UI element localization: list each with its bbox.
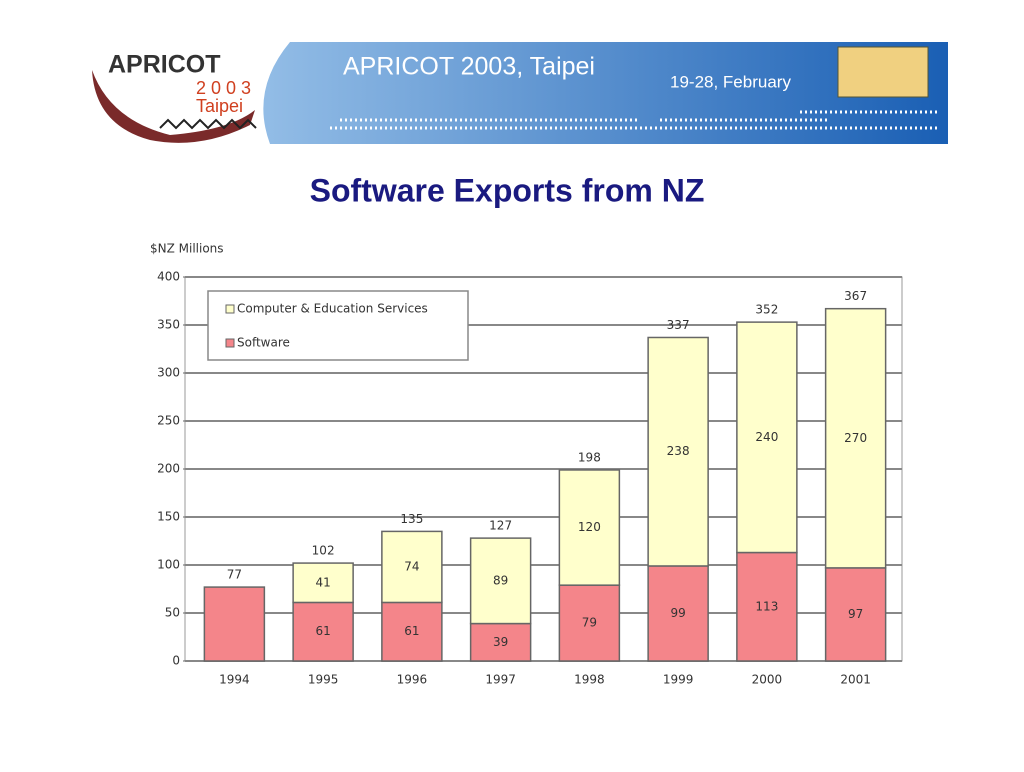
y-tick-label: 0	[172, 654, 180, 668]
bar-segment	[558, 584, 621, 662]
y-tick-label: 200	[157, 462, 180, 476]
bar-segment	[558, 469, 621, 586]
logo-city: Taipei	[196, 96, 243, 116]
bar-segment	[647, 336, 709, 567]
total-label: 352	[755, 303, 778, 317]
total-label: 127	[489, 519, 512, 533]
x-tick-label: 1994	[219, 673, 250, 687]
bar-segment	[469, 622, 532, 662]
total-label: 77	[227, 568, 242, 582]
banner-dots	[330, 110, 940, 130]
y-tick-label: 400	[157, 270, 180, 284]
bar-segment	[824, 307, 887, 569]
legend-swatch	[225, 304, 235, 314]
x-tick-label: 1995	[308, 673, 339, 687]
bar-segment	[381, 601, 443, 662]
bar-segment	[824, 567, 887, 662]
bar-segment	[736, 321, 798, 554]
segment-label: 61	[404, 624, 419, 638]
logo-text: APRICOT	[108, 51, 221, 79]
bar-segment	[736, 551, 798, 662]
banner-title: APRICOT 2003, Taipei	[343, 53, 595, 81]
bar-segment	[381, 530, 443, 604]
x-tick-label: 1996	[397, 673, 428, 687]
y-axis-label: $NZ Millions	[150, 242, 224, 256]
bar-segment	[469, 537, 532, 625]
segment-label: 99	[670, 606, 685, 620]
y-tick-label: 150	[157, 510, 180, 524]
segment-label: 41	[315, 575, 330, 589]
x-tick-label: 1999	[663, 673, 694, 687]
segment-label: 240	[755, 430, 778, 444]
y-tick-label: 300	[157, 366, 180, 380]
legend-label: Computer & Education Services	[237, 302, 428, 316]
x-tick-label: 2000	[752, 673, 783, 687]
segment-label: 238	[667, 444, 690, 458]
bar-segment	[292, 562, 354, 604]
segment-label: 61	[315, 624, 330, 638]
x-tick-label: 1998	[574, 673, 605, 687]
y-tick-label: 350	[157, 318, 180, 332]
logo-waves	[159, 118, 257, 130]
bar-segment	[292, 601, 354, 662]
banner-dates: 19-28, February	[670, 72, 791, 91]
bar-segment	[647, 565, 709, 662]
total-label: 367	[844, 289, 867, 303]
logo-boat	[92, 70, 255, 143]
logo-year: 2 0 0 3	[196, 78, 251, 98]
segment-label: 97	[848, 607, 863, 621]
x-tick-label: 1997	[485, 673, 516, 687]
segment-label: 120	[578, 520, 601, 534]
total-label: 337	[667, 318, 690, 332]
segment-label: 89	[493, 573, 508, 587]
legend-swatch	[225, 338, 235, 348]
segment-label: 79	[582, 616, 597, 630]
chart-title: Software Exports from NZ	[310, 172, 705, 208]
y-tick-label: 100	[157, 558, 180, 572]
segment-label: 270	[844, 431, 867, 445]
y-tick-label: 50	[165, 606, 180, 620]
bar-segment	[203, 586, 266, 662]
total-label: 102	[312, 544, 335, 558]
segment-label: 74	[404, 559, 419, 573]
segment-label: 113	[755, 599, 778, 613]
banner-logo-area	[80, 42, 290, 144]
segment-label: 39	[493, 635, 508, 649]
legend-label: Software	[237, 336, 290, 350]
total-label: 198	[578, 450, 601, 464]
banner-icon	[837, 46, 929, 98]
legend-box	[207, 290, 469, 361]
total-label: 135	[400, 512, 423, 526]
y-tick-label: 250	[157, 414, 180, 428]
x-tick-label: 2001	[840, 673, 871, 687]
